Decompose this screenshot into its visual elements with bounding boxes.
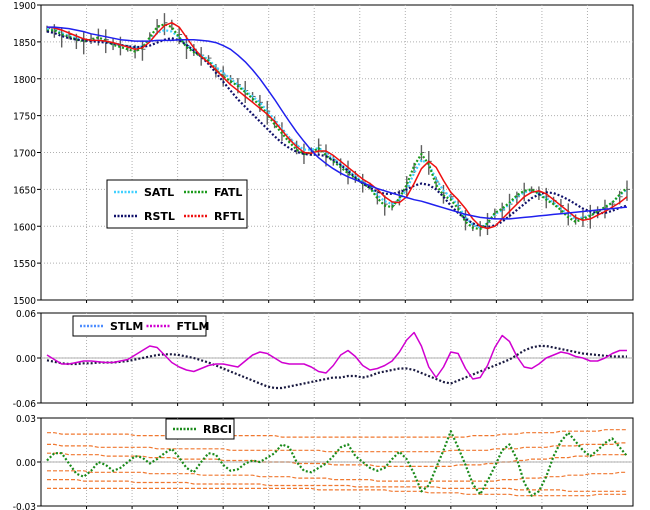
y-tick-label: 1900 — [13, 1, 36, 12]
legend: STLM FTLM — [72, 315, 210, 337]
rftl-line — [46, 21, 628, 230]
ftlm-line — [46, 331, 627, 380]
y-tick-label: 0.00 — [16, 354, 36, 365]
legend-label: FTLM — [177, 320, 210, 333]
band-line — [47, 487, 627, 497]
y-tick-label: 1500 — [13, 296, 36, 307]
y-tick-label: 0.00 — [16, 458, 36, 469]
y-tick-label: 1550 — [13, 259, 36, 270]
y-tick-label: 0.06 — [16, 309, 36, 320]
y-tick-label: 1700 — [13, 149, 36, 160]
legend-label: SATL — [144, 186, 174, 199]
rstl-line — [46, 30, 628, 229]
plot-area — [41, 429, 633, 497]
legend-label: RBCI — [203, 423, 232, 436]
y-tick-label: 1600 — [13, 222, 36, 233]
legend-box — [106, 179, 248, 229]
y-tick-label: 1800 — [13, 75, 36, 86]
y-tick-label: 1650 — [13, 185, 36, 196]
band-line — [47, 470, 627, 482]
y-tick-label: 1850 — [13, 38, 36, 49]
panel-rbci: 0.03 0.00 -0.03 RBCI — [13, 414, 634, 510]
band-line — [47, 479, 627, 492]
stlm-line — [46, 344, 627, 390]
y-tick-label: -0.06 — [13, 399, 37, 410]
plot-area — [41, 331, 633, 390]
y-tick-label: 1750 — [13, 112, 36, 123]
legend-label: RSTL — [144, 210, 175, 223]
band-line — [47, 442, 627, 453]
legend: SATL RSTL FATL RFTL — [106, 179, 248, 229]
panel-momentum: 0.06 0.00 -0.06 STLM FTLM — [13, 309, 634, 410]
band-line — [47, 452, 627, 467]
legend: RBCI — [165, 418, 235, 440]
rbci-line — [46, 430, 628, 497]
plot-frame — [40, 4, 634, 301]
legend-box — [165, 418, 235, 440]
band-line — [47, 429, 627, 438]
fatl-line — [46, 23, 628, 231]
legend-label: STLM — [110, 320, 143, 333]
legend-label: RFTL — [214, 210, 245, 223]
trend-line — [47, 26, 628, 220]
legend-label: FATL — [214, 186, 242, 199]
plot-area — [46, 13, 630, 237]
y-tick-label: -0.03 — [13, 502, 36, 510]
panel-price: 1900 1850 1800 1750 1700 1650 1600 1550 1500 SATL… — [13, 1, 634, 307]
legend-box — [72, 315, 207, 337]
y-tick-label: 0.03 — [16, 414, 36, 425]
